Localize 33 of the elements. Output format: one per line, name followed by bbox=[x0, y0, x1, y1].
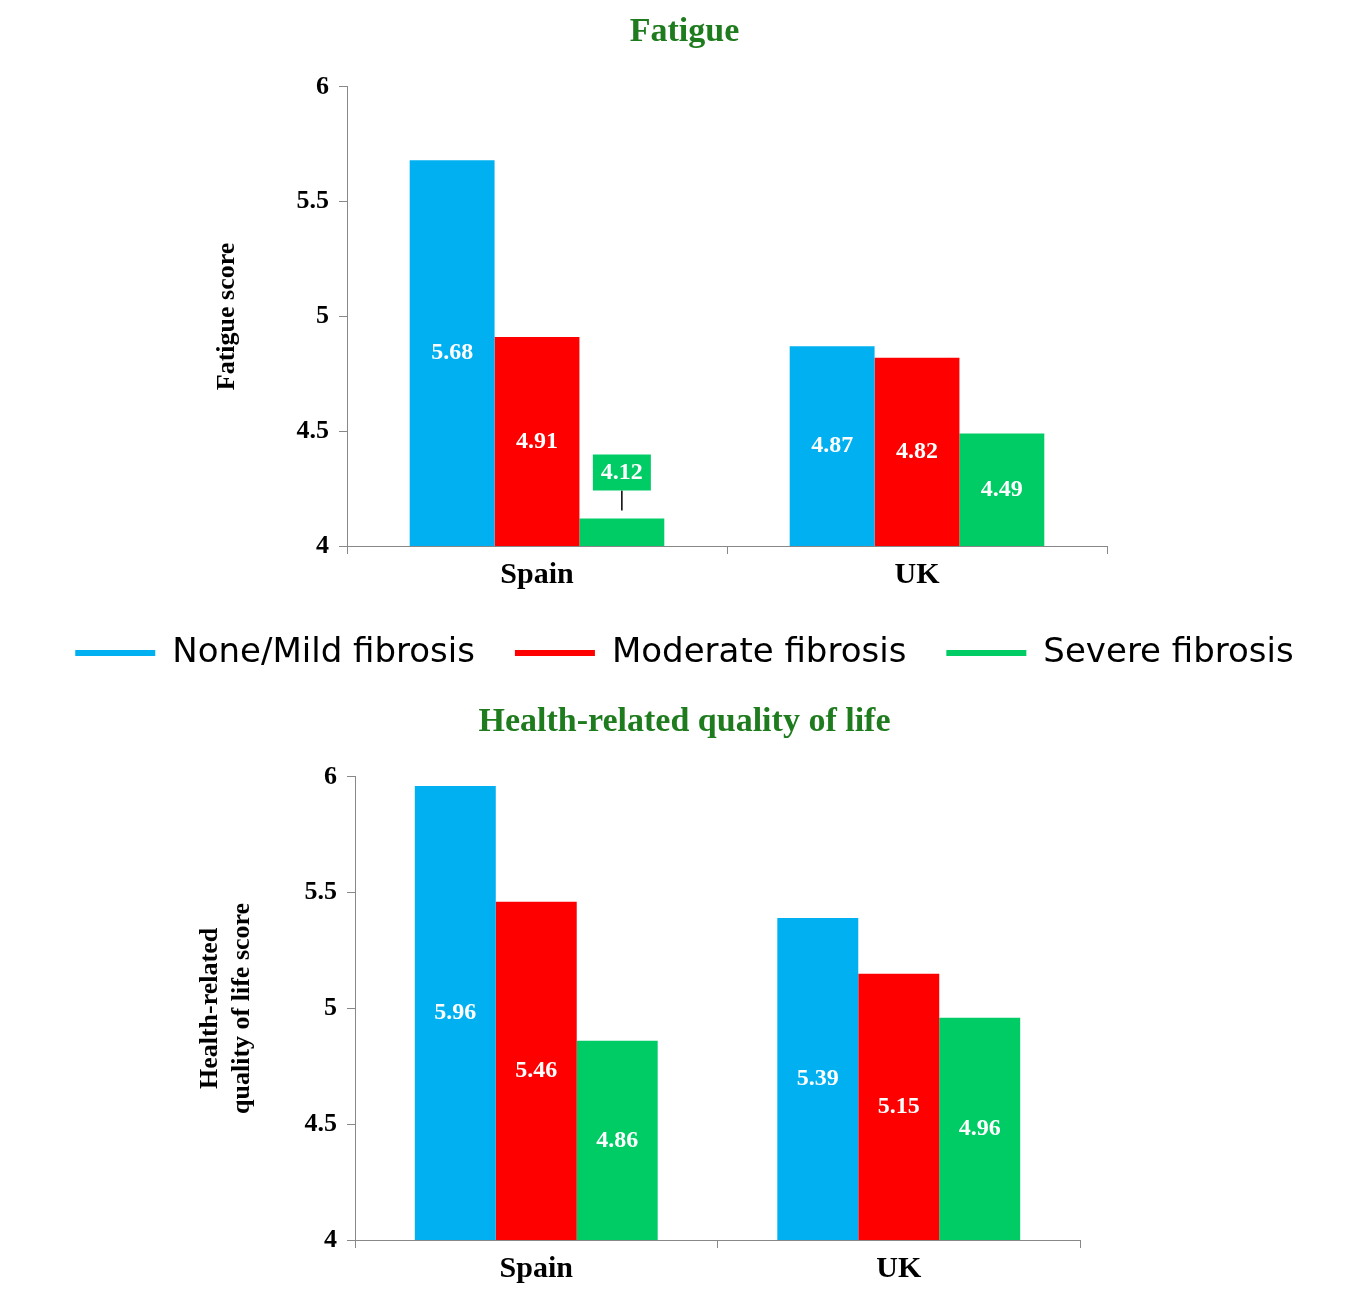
data-label: 4.82 bbox=[896, 437, 938, 464]
chart-title: Health-related quality of life bbox=[478, 701, 891, 739]
x-tick-label: UK bbox=[876, 1249, 922, 1283]
y-tick-label: 5 bbox=[324, 992, 337, 1022]
x-tick-label: UK bbox=[894, 555, 941, 589]
data-label: 5.39 bbox=[796, 1064, 839, 1091]
y-tick-label: 5.5 bbox=[304, 876, 337, 906]
legend-label: None/Mild fibrosis bbox=[172, 629, 475, 670]
data-label: 5.46 bbox=[515, 1056, 558, 1083]
data-label: 5.96 bbox=[434, 998, 477, 1025]
data-label: 4.86 bbox=[596, 1125, 639, 1152]
legend-label: Severe fibrosis bbox=[1043, 629, 1294, 670]
x-tick-label: Spain bbox=[500, 555, 575, 589]
y-axis-title: Health-related quality of life score bbox=[194, 902, 255, 1114]
y-tick-label: 5.5 bbox=[296, 185, 329, 215]
y-tick-label: 4.5 bbox=[296, 414, 329, 444]
chart-title: Fatigue bbox=[629, 11, 740, 49]
data-label: 4.87 bbox=[811, 431, 854, 458]
y-tick-label: 4 bbox=[324, 1223, 337, 1253]
x-tick-label: Spain bbox=[499, 1249, 574, 1283]
y-tick-label: 6 bbox=[324, 760, 337, 790]
data-label: 5.68 bbox=[431, 338, 474, 365]
y-tick-label: 6 bbox=[316, 70, 329, 100]
data-label: 4.96 bbox=[958, 1114, 1001, 1141]
data-label: 4.91 bbox=[516, 426, 558, 453]
y-tick-label: 4.5 bbox=[304, 1107, 337, 1137]
y-tick-label: 4 bbox=[316, 529, 329, 559]
data-label: 4.49 bbox=[980, 474, 1023, 501]
legend-label: Moderate fibrosis bbox=[611, 629, 907, 670]
y-axis-title: Fatigue score bbox=[211, 242, 241, 391]
data-label: 4.12 bbox=[600, 457, 643, 484]
data-label: 5.15 bbox=[877, 1092, 920, 1119]
y-tick-label: 5 bbox=[316, 300, 329, 330]
